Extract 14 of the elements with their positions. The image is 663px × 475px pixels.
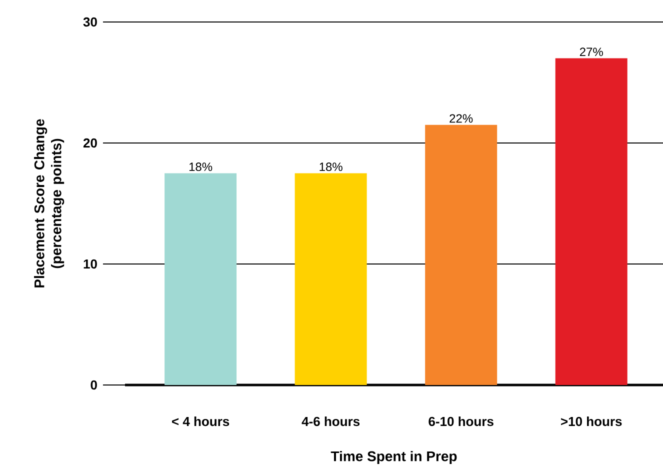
y-tick-label: 20 xyxy=(83,138,97,148)
data-label: 22% xyxy=(450,114,473,123)
data-label: 18% xyxy=(320,162,342,172)
x-tick-label: >10 hours xyxy=(561,416,622,426)
x-axis-title: Time Spent in Prep xyxy=(330,450,457,464)
data-label: 27% xyxy=(580,48,603,56)
data-label: 18% xyxy=(189,162,212,172)
y-tick-label: 10 xyxy=(84,259,97,269)
y-tick-label: 30 xyxy=(83,17,97,27)
x-tick-label: < 4 hours xyxy=(172,416,230,426)
y-tick-label: 0 xyxy=(90,380,97,390)
x-tick-label: 4-6 hours xyxy=(302,416,360,426)
x-tick-label: 6-10 hours xyxy=(428,416,494,426)
y-axis-title: Placement Score Change (percentage points) xyxy=(34,119,64,288)
